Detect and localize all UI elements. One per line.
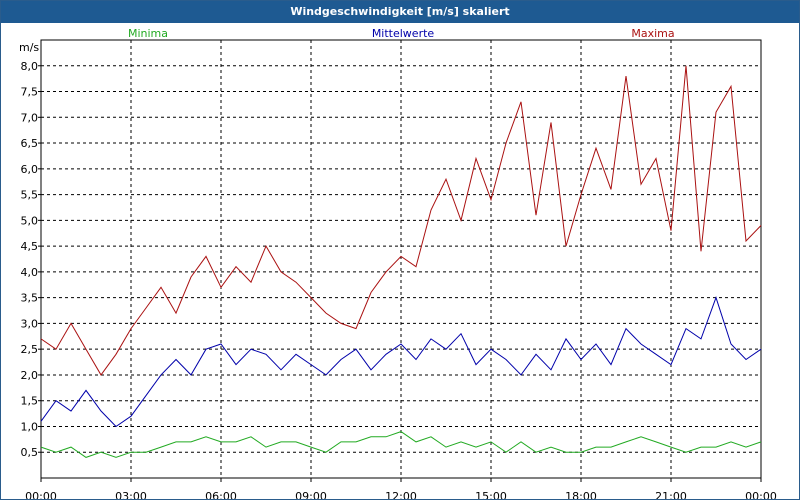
y-tick-label: 1,5 [21,395,39,408]
y-tick-label: 0,5 [21,446,39,459]
x-tick-time: 06:00 [205,490,237,499]
legend-mittelwerte: Mittelwerte [372,27,435,40]
x-tick-time: 12:00 [385,490,417,499]
y-tick-label: 4,0 [21,266,39,279]
x-tick-time: 00:00 [25,490,57,499]
y-tick-label: 2,0 [21,369,39,382]
y-tick-label: 5,5 [21,189,39,202]
chart-title: Windgeschwindigkeit [m/s] skaliert [1,1,799,23]
y-tick-label: 3,0 [21,317,39,330]
y-tick-label: 4,5 [21,240,39,253]
x-tick-time: 00:00 [745,490,777,499]
x-tick-time: 21:00 [655,490,687,499]
y-axis-label: m/s [19,41,39,54]
series-mittelwerte-line [40,296,762,428]
wind-speed-chart: 0,5 1,0 1,5 2,0 2,5 3,0 3,5 4,0 4,5 5,0 5,5 6,0 6,5 7… [19,27,777,499]
y-tick-label: 6,0 [21,163,39,176]
y-tick-label: 7,5 [21,86,39,99]
y-tick-label: 5,0 [21,214,39,227]
series-minima-line [40,431,762,458]
y-tick-label: 6,5 [21,137,39,150]
legend-minima: Minima [128,27,168,40]
x-tick-time: 15:00 [475,490,507,499]
y-tick-label: 8,0 [21,60,39,73]
legend-maxima: Maxima [631,27,674,40]
y-tick-label: 3,5 [21,292,39,305]
x-tick-time: 03:00 [115,490,147,499]
x-tick-time: 18:00 [565,490,597,499]
y-tick-label: 2,5 [21,343,39,356]
y-tick-label: 1,0 [21,420,39,433]
series-maxima-line [40,65,762,376]
x-tick-time: 09:00 [295,490,327,499]
y-tick-label: 7,0 [21,111,39,124]
